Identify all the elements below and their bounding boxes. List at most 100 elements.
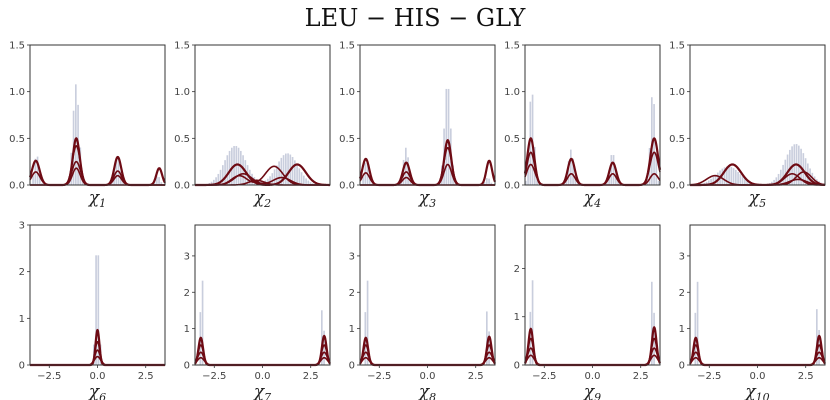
histogram-bar [41, 183, 43, 185]
histogram-bar [269, 176, 271, 185]
histogram-bar [710, 178, 712, 185]
histogram-bar [219, 169, 222, 185]
x-axis-label-symbol: χ [418, 382, 431, 400]
x-tick-label: 2.5 [468, 371, 484, 382]
density-curve [29, 145, 166, 186]
x-axis-label-symbol: χ [418, 188, 431, 208]
histogram-bar [366, 280, 369, 365]
x-axis-label-subscript: 4 [593, 197, 601, 210]
x-tick-label: 0.0 [585, 371, 601, 382]
x-tick-label: 2.5 [633, 371, 649, 382]
histogram-bar [210, 181, 213, 185]
axes-frame [359, 44, 496, 186]
x-axis-label-subscript: 10 [756, 391, 770, 400]
panel-chi-10: 0 1 2 3 −2.5 0.0 2.5 χ10 [679, 224, 826, 400]
histogram-bar [323, 330, 325, 365]
y-tick-label: 0.0 [9, 181, 25, 192]
x-axis-label-symbol: χ [253, 382, 266, 400]
histogram-bar [780, 169, 782, 185]
x-axis-label-subscript: 5 [759, 197, 766, 210]
histogram-bar [273, 169, 276, 185]
histogram-bar [201, 280, 204, 365]
histogram-bar [307, 180, 310, 185]
histogram-bar [730, 166, 733, 185]
histogram-bar [407, 157, 409, 185]
histogram-bar [405, 147, 407, 185]
x-axis-label-subscript: 1 [99, 197, 106, 210]
x-tick-label: −2.5 [37, 371, 61, 382]
x-tick-label: 2.5 [138, 371, 154, 382]
histogram-bar [483, 182, 486, 185]
histogram-bar [321, 310, 323, 365]
histogram-bar [777, 173, 780, 185]
density-curve [524, 347, 661, 366]
x-axis-label-symbol: χ [583, 382, 596, 400]
x-axis-label: χ8 [418, 382, 436, 400]
panel-chi-9: 0 1 2 −2.5 0.0 2.5 χ9 [514, 224, 662, 400]
x-tick-label: 2.5 [303, 371, 319, 382]
axes-frame [524, 44, 661, 186]
x-axis-label-subscript: 3 [429, 197, 436, 210]
histogram-bar [816, 309, 818, 365]
histogram-bar [309, 182, 312, 185]
histogram-bar [744, 178, 746, 185]
histogram-bar [231, 147, 233, 185]
histogram-bar [215, 177, 217, 185]
histogram-bar [653, 104, 655, 185]
histogram-bar [486, 311, 488, 365]
histogram-bar [95, 255, 97, 365]
histogram-bar [291, 157, 294, 185]
histogram-bar [213, 179, 215, 185]
y-tick-label: 3 [184, 251, 190, 262]
density-curve [359, 351, 496, 366]
density-curve [359, 344, 496, 366]
axes-frame [689, 44, 826, 186]
histogram-bar [294, 160, 296, 185]
histogram-bar [282, 155, 285, 185]
histogram-bar [312, 183, 314, 185]
histogram-bar [488, 331, 490, 365]
histogram-bar [708, 180, 710, 185]
y-tick-label: 0.0 [504, 181, 520, 192]
density-curve [524, 337, 661, 366]
y-tick-label: 0.0 [669, 181, 685, 192]
panel-chi-7: 0 1 2 3 −2.5 0.0 2.5 χ7 [184, 224, 331, 400]
x-axis-label: χ1 [88, 188, 106, 210]
histogram-bar [160, 182, 163, 185]
histogram-bar [726, 166, 728, 185]
y-tick-label: 0.5 [669, 134, 685, 145]
x-axis-label-symbol: χ [253, 188, 266, 208]
y-tick-label: 1.5 [339, 41, 355, 52]
histogram-bar [224, 160, 226, 185]
histogram-bar [739, 174, 742, 185]
x-axis-label-symbol: χ [583, 188, 596, 208]
panel-chi-1: 0.0 0.5 1.0 1.5 χ1 [9, 41, 166, 210]
y-tick-label: 0.5 [9, 134, 25, 145]
y-tick-label: 0.0 [339, 181, 355, 192]
histogram-bar [490, 182, 493, 185]
x-tick-label: 0.0 [750, 371, 766, 382]
axes-frame [689, 224, 826, 366]
histogram-bar [714, 174, 717, 185]
y-tick-label: 1 [19, 314, 25, 325]
x-tick-label: −2.5 [367, 371, 391, 382]
density-curve [358, 139, 497, 187]
histogram-bar [278, 161, 280, 185]
axes-frame [359, 224, 496, 366]
panel-chi-6: 0 1 2 3 −2.5 0.0 2.5 χ6 [19, 221, 166, 400]
histogram-bar [97, 255, 100, 365]
histogram-bar [36, 156, 39, 185]
histogram-bar [746, 180, 748, 185]
density-curve [523, 137, 662, 187]
histogram-bar [486, 178, 488, 185]
histogram-bar [529, 101, 532, 185]
y-tick-label: 0 [514, 361, 520, 372]
histogram-bar [296, 164, 298, 185]
density-curve [28, 137, 166, 187]
histogram-bar [298, 168, 301, 185]
y-tick-label: 1.0 [504, 87, 520, 98]
histogram-bar [712, 176, 715, 185]
histogram-bar [217, 173, 220, 185]
density-curve [689, 334, 826, 367]
